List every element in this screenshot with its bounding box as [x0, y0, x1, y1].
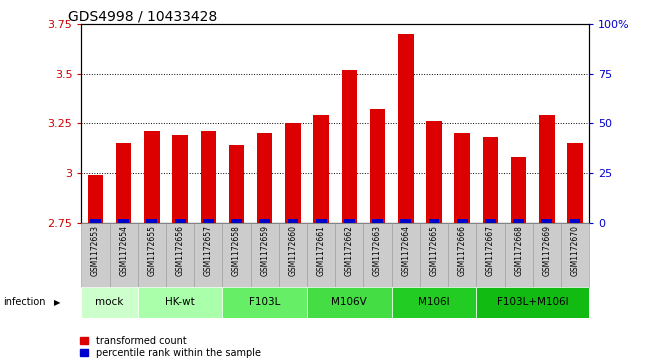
Bar — [420, 223, 448, 287]
Text: GSM1172668: GSM1172668 — [514, 225, 523, 276]
Bar — [398, 33, 413, 223]
Bar — [533, 223, 561, 287]
Text: GSM1172658: GSM1172658 — [232, 225, 241, 276]
Bar — [223, 223, 251, 287]
Bar — [477, 287, 589, 318]
Text: GSM1172669: GSM1172669 — [542, 225, 551, 276]
Bar — [567, 143, 583, 223]
Text: GSM1172662: GSM1172662 — [345, 225, 354, 276]
Bar — [400, 219, 411, 223]
Bar — [448, 223, 477, 287]
Bar — [428, 219, 439, 223]
Bar — [454, 133, 470, 223]
Bar — [109, 223, 138, 287]
Bar — [313, 115, 329, 223]
Text: GSM1172667: GSM1172667 — [486, 225, 495, 276]
Bar — [288, 219, 298, 223]
Bar — [251, 223, 279, 287]
Bar — [201, 131, 216, 223]
Bar — [81, 223, 109, 287]
Bar — [307, 287, 392, 318]
Bar — [542, 219, 552, 223]
Text: mock: mock — [96, 297, 124, 307]
Bar — [307, 223, 335, 287]
Bar — [392, 287, 477, 318]
Text: GSM1172660: GSM1172660 — [288, 225, 298, 276]
Text: GSM1172655: GSM1172655 — [147, 225, 156, 276]
Bar — [223, 287, 307, 318]
Text: GSM1172661: GSM1172661 — [316, 225, 326, 276]
Bar — [344, 219, 355, 223]
Bar — [513, 219, 524, 223]
Text: GSM1172666: GSM1172666 — [458, 225, 467, 276]
Text: M106V: M106V — [331, 297, 367, 307]
Bar — [116, 143, 132, 223]
Text: GSM1172653: GSM1172653 — [91, 225, 100, 276]
Bar — [335, 223, 363, 287]
Bar — [229, 145, 244, 223]
Bar — [363, 223, 392, 287]
Bar — [279, 223, 307, 287]
Bar — [173, 135, 188, 223]
Bar — [505, 223, 533, 287]
Text: GSM1172670: GSM1172670 — [570, 225, 579, 276]
Text: GSM1172663: GSM1172663 — [373, 225, 382, 276]
Bar — [146, 219, 158, 223]
Text: GSM1172654: GSM1172654 — [119, 225, 128, 276]
Text: GSM1172656: GSM1172656 — [176, 225, 185, 276]
Bar — [138, 287, 223, 318]
Bar — [370, 110, 385, 223]
Bar — [81, 287, 138, 318]
Bar — [118, 219, 129, 223]
Text: GSM1172657: GSM1172657 — [204, 225, 213, 276]
Bar — [88, 175, 104, 223]
Bar — [511, 157, 527, 223]
Bar — [485, 219, 496, 223]
Bar — [372, 219, 383, 223]
Bar — [138, 223, 166, 287]
Text: GSM1172664: GSM1172664 — [401, 225, 410, 276]
Bar — [342, 69, 357, 223]
Bar — [561, 223, 589, 287]
Text: M106I: M106I — [418, 297, 450, 307]
Bar — [257, 133, 273, 223]
Text: infection: infection — [3, 297, 46, 307]
Text: ▶: ▶ — [54, 298, 61, 307]
Text: F103L: F103L — [249, 297, 281, 307]
Bar — [285, 123, 301, 223]
Text: HK-wt: HK-wt — [165, 297, 195, 307]
Bar — [144, 131, 159, 223]
Bar — [174, 219, 186, 223]
Bar — [259, 219, 270, 223]
Bar — [231, 219, 242, 223]
Bar — [316, 219, 327, 223]
Bar — [539, 115, 555, 223]
Bar — [166, 223, 194, 287]
Bar — [426, 121, 442, 223]
Bar — [482, 137, 498, 223]
Bar — [570, 219, 581, 223]
Legend: transformed count, percentile rank within the sample: transformed count, percentile rank withi… — [79, 336, 261, 358]
Text: GDS4998 / 10433428: GDS4998 / 10433428 — [68, 9, 217, 23]
Text: F103L+M106I: F103L+M106I — [497, 297, 568, 307]
Text: GSM1172665: GSM1172665 — [430, 225, 439, 276]
Bar — [203, 219, 214, 223]
Bar — [477, 223, 505, 287]
Bar — [90, 219, 101, 223]
Bar — [457, 219, 467, 223]
Text: GSM1172659: GSM1172659 — [260, 225, 270, 276]
Bar — [194, 223, 223, 287]
Bar — [392, 223, 420, 287]
